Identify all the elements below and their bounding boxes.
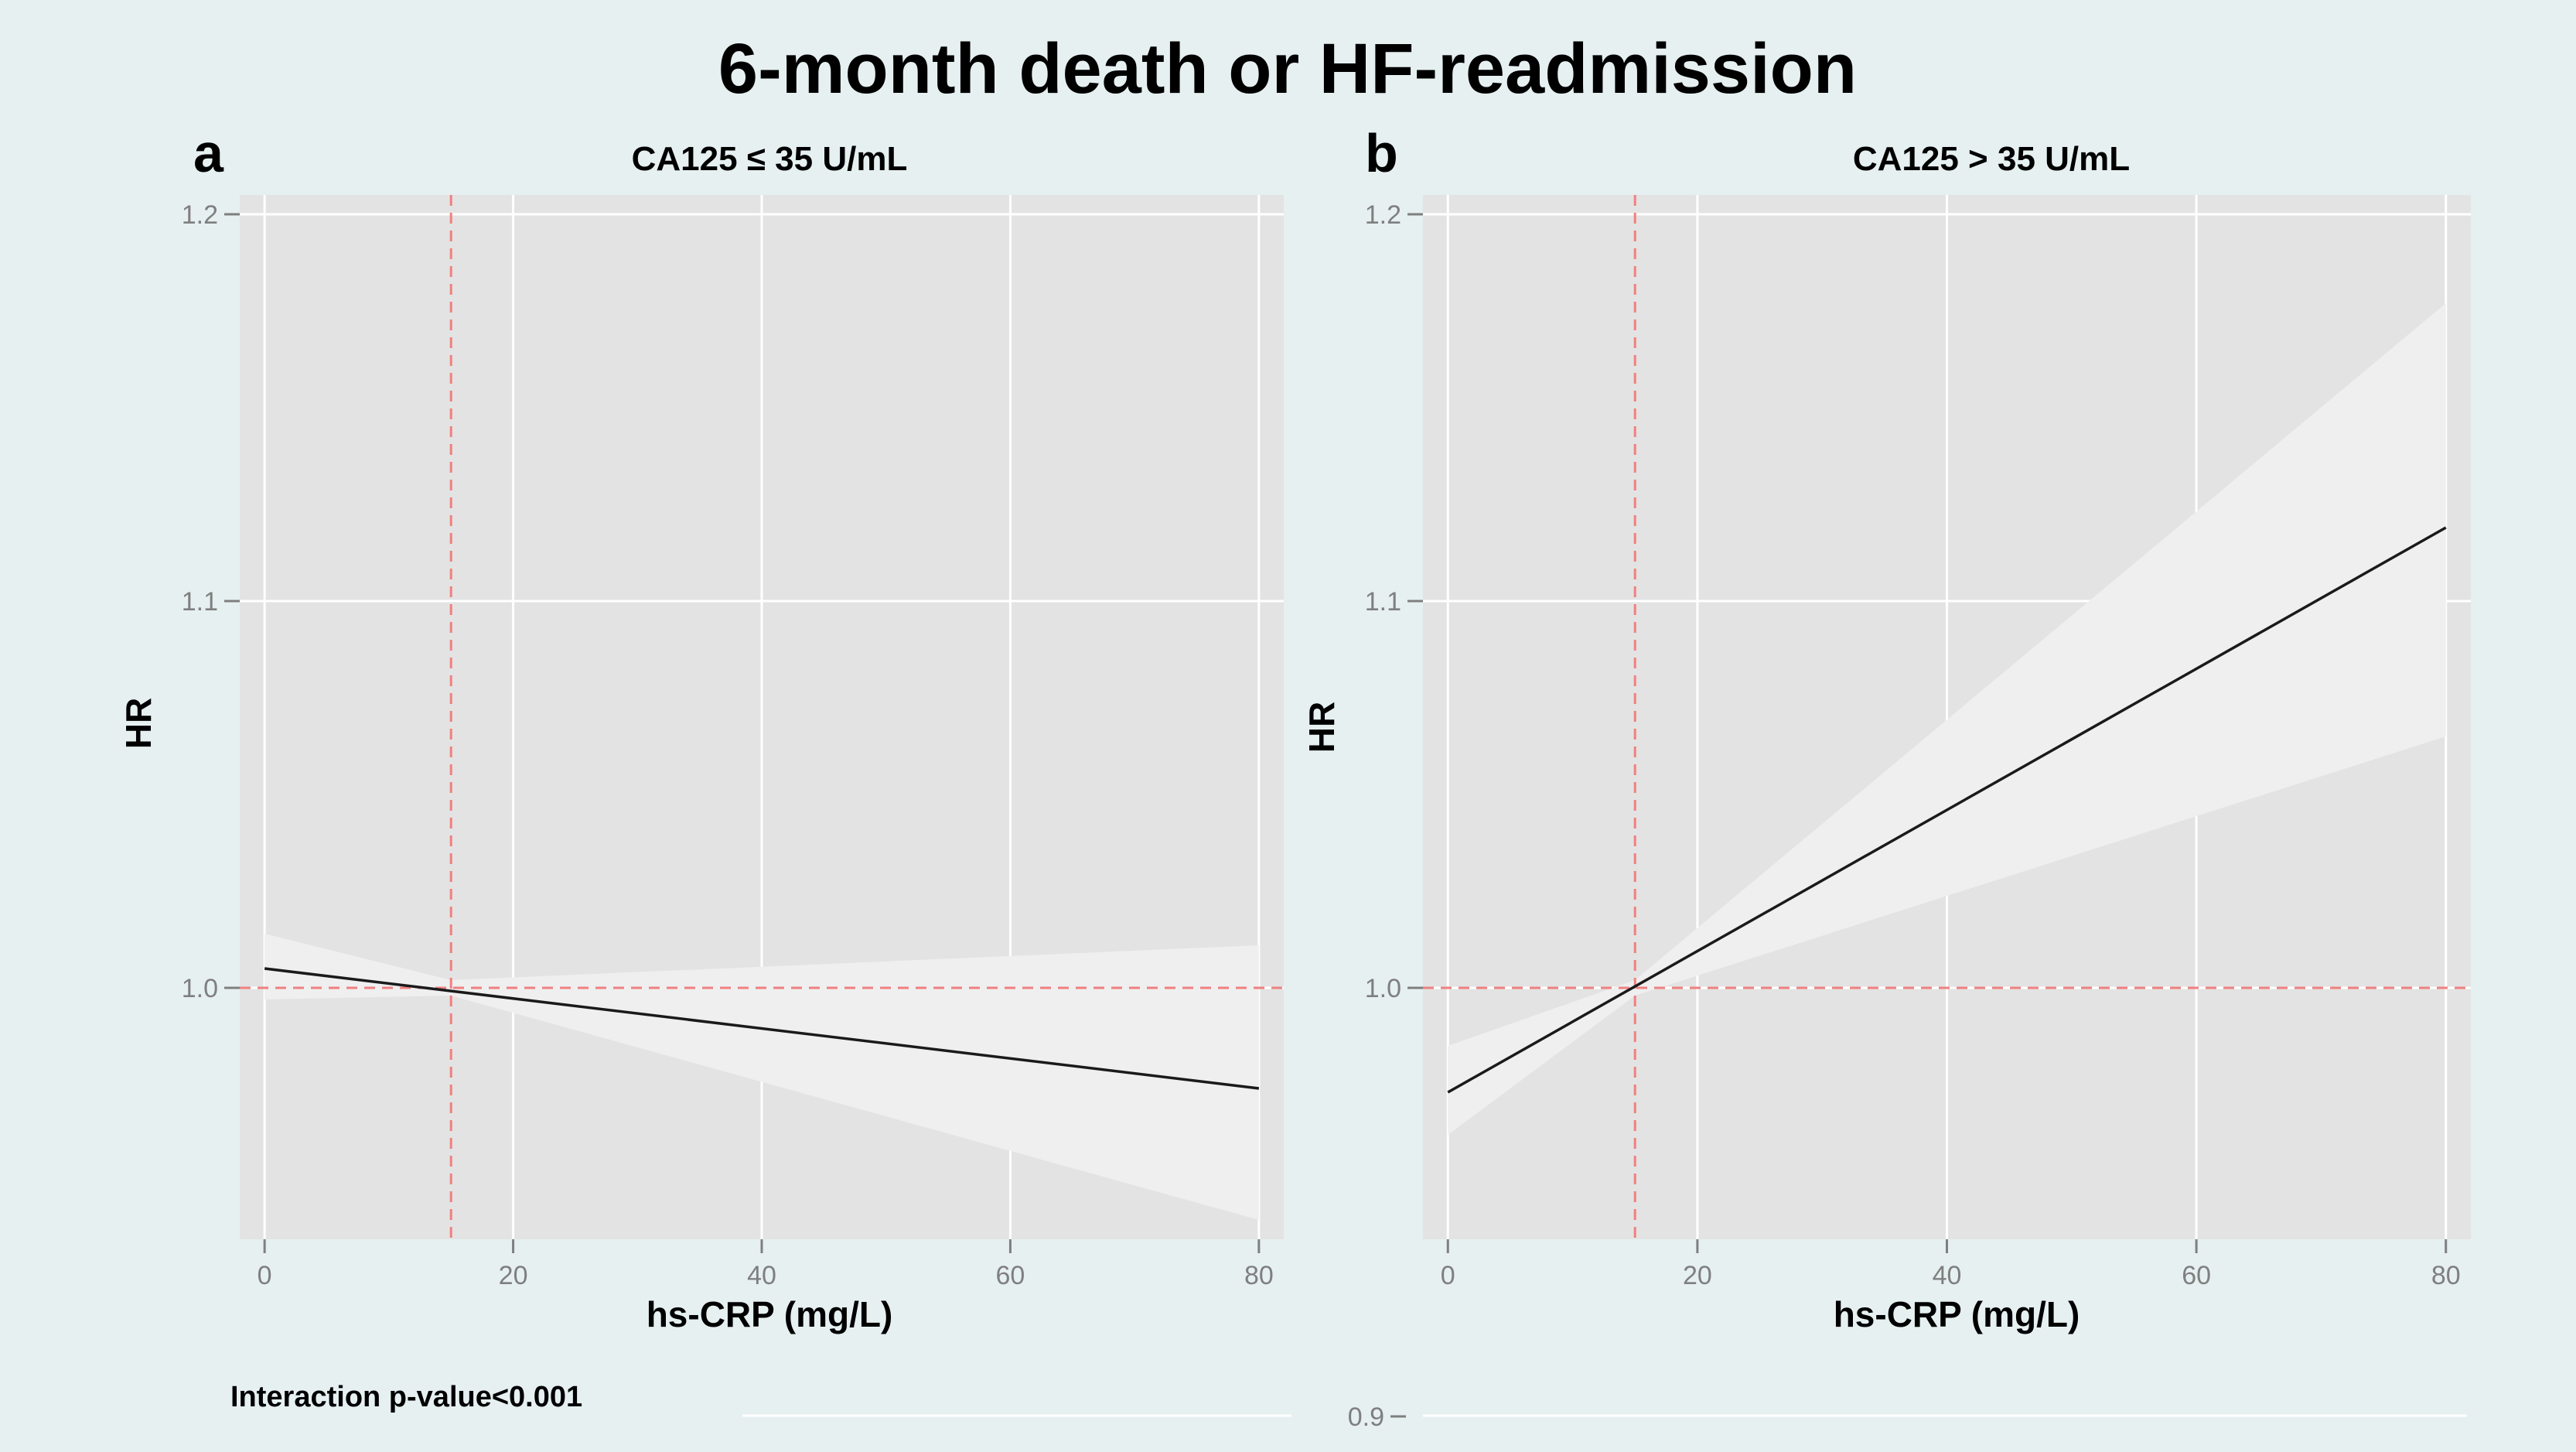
panel-b: b CA125 > 35 U/mL 0 20 40 60 80 1.0 1.1 1.2 hs-… <box>1302 123 2471 1334</box>
y-tick-label: 1.2 <box>1365 200 1401 230</box>
x-tick-label: 60 <box>2182 1261 2211 1290</box>
x-tick-label: 0 <box>258 1261 272 1290</box>
fit-line <box>1447 526 2447 1094</box>
x-tick-label: 80 <box>1244 1261 1274 1290</box>
x-tick-label: 40 <box>747 1261 776 1290</box>
y-tick-label: 1.0 <box>1365 974 1401 1003</box>
y-axis-label-b: HR <box>1302 702 1342 753</box>
x-axis-label-a: hs-CRP (mg/L) <box>647 1294 893 1334</box>
plot-area-a: 0 20 40 60 80 1.0 1.1 1.2 <box>182 195 1284 1290</box>
figure-title: 6-month death or HF-readmission <box>718 29 1857 108</box>
panel-a: a CA125 ≤ 35 U/mL 0 20 40 60 80 1.0 1.1 1.2 hs-… <box>118 123 1284 1334</box>
y-tick-label: 1.2 <box>182 200 218 230</box>
extra-y-tick-label: 0.9 <box>1348 1402 1384 1432</box>
y-tick-label: 1.0 <box>182 974 218 1003</box>
x-tick-label: 0 <box>1441 1261 1455 1290</box>
plot-area-b: 0 20 40 60 80 1.0 1.1 1.2 <box>1365 195 2471 1290</box>
y-axis-label-a: HR <box>118 698 159 749</box>
panel-title-a: CA125 ≤ 35 U/mL <box>632 140 908 178</box>
panel-title-b: CA125 > 35 U/mL <box>1853 140 2130 178</box>
confidence-band <box>1448 303 2446 1135</box>
x-tick-label: 80 <box>2431 1261 2461 1290</box>
x-axis-label-b: hs-CRP (mg/L) <box>1834 1294 2080 1334</box>
panel-letter-b: b <box>1365 123 1398 183</box>
x-tick-label: 20 <box>499 1261 528 1290</box>
x-tick-label: 60 <box>996 1261 1025 1290</box>
x-tick-label: 40 <box>1933 1261 1962 1290</box>
interaction-note: Interaction p-value<0.001 <box>230 1381 582 1413</box>
y-tick-label: 1.1 <box>182 587 218 617</box>
panel-letter-a: a <box>193 123 224 183</box>
y-tick-label: 1.1 <box>1365 587 1401 617</box>
fit-line <box>264 967 1260 1090</box>
x-tick-label: 20 <box>1683 1261 1712 1290</box>
confidence-band <box>264 934 1259 1220</box>
